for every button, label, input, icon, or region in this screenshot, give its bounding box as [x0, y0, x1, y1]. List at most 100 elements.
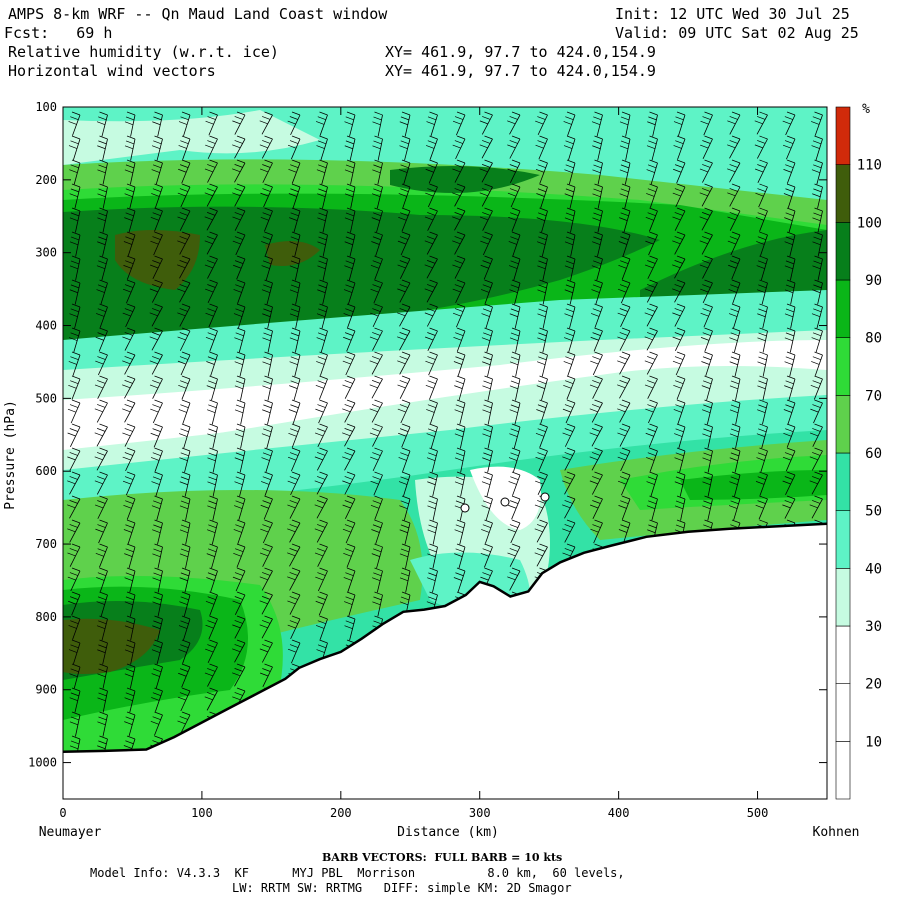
wind-barb-flag	[291, 423, 301, 428]
wind-barb-flag	[535, 480, 544, 485]
wind-barb	[674, 258, 686, 279]
wind-barb-flag	[124, 121, 134, 126]
wind-barb	[540, 186, 548, 209]
wind-barb	[349, 618, 356, 641]
wind-barb-flag	[122, 360, 131, 365]
wind-barb-flag	[484, 183, 493, 188]
wind-barb-flag	[537, 164, 546, 169]
wind-barb-flag	[153, 596, 162, 601]
wind-barb	[179, 258, 191, 279]
wind-barb-flag	[235, 404, 245, 409]
wind-barb-flag	[209, 495, 218, 500]
wind-barb	[734, 450, 741, 473]
wind-barb-flag	[346, 351, 356, 356]
wind-barb	[509, 114, 521, 135]
wind-barb-flag	[674, 164, 684, 168]
wind-barb-flag	[617, 336, 626, 341]
wind-barb-flag	[594, 519, 603, 524]
wind-barb-flag	[94, 480, 103, 485]
wind-barb	[457, 570, 466, 593]
wind-barb-flag	[151, 145, 161, 150]
wind-barb-flag	[784, 500, 793, 504]
wind-barb	[483, 258, 493, 280]
wind-barb	[785, 114, 796, 136]
wind-barb-flag	[262, 361, 271, 366]
wind-barb-flag	[151, 332, 161, 336]
colorbar-swatch	[835, 625, 851, 684]
wind-barb-flag	[784, 140, 794, 144]
wind-barb-flag	[484, 519, 493, 524]
wind-barb	[652, 114, 658, 137]
wind-barb-flag	[619, 356, 628, 360]
wind-barb-flag	[289, 572, 298, 576]
wind-barb-flag	[429, 567, 438, 572]
wind-barb	[677, 402, 686, 424]
wind-barb-flag	[730, 476, 739, 481]
wind-barb-flag	[455, 500, 465, 505]
wind-barb-flag	[704, 351, 713, 356]
wind-barb-flag	[510, 260, 519, 265]
wind-barb-flag	[260, 216, 269, 221]
wind-barb	[649, 450, 658, 472]
wind-barb-flag	[126, 159, 136, 164]
wind-barb-flag	[259, 648, 268, 653]
wind-barb-flag	[590, 504, 599, 509]
wind-barb-flag	[97, 308, 106, 313]
wind-barb-flag	[205, 648, 214, 653]
wind-barb-flag	[649, 231, 658, 236]
wind-barb	[399, 306, 411, 327]
wind-barb-flag	[593, 140, 602, 145]
wind-barb-flag	[67, 408, 77, 413]
wind-barb-flag	[179, 601, 188, 605]
wind-barb-flag	[784, 476, 793, 480]
wind-barb-flag	[483, 356, 492, 361]
wind-barb-flag	[263, 380, 272, 385]
wind-barb-flag	[208, 548, 217, 553]
wind-barb	[69, 522, 81, 543]
wind-barb	[212, 474, 218, 497]
wind-barb	[735, 426, 741, 449]
wind-barb-flag	[618, 505, 627, 509]
wind-barb-flag	[181, 327, 191, 332]
wind-barb	[537, 474, 548, 496]
wind-barb-flag	[369, 384, 378, 389]
wind-barb	[235, 570, 246, 592]
wind-barb	[594, 306, 603, 328]
wind-barb-flag	[344, 145, 353, 150]
wind-barb-flag	[676, 495, 686, 500]
wind-barb-flag	[264, 663, 273, 668]
wind-barb-flag	[262, 452, 272, 457]
wind-barb-flag	[649, 327, 658, 332]
wind-barb-flag	[700, 120, 709, 125]
wind-barb	[564, 450, 576, 471]
wind-barb	[155, 666, 163, 689]
wind-barb-flag	[398, 216, 407, 221]
x-tick-label: 300	[469, 806, 491, 820]
wind-barb-flag	[259, 144, 268, 149]
wind-barb-flag	[538, 332, 547, 337]
wind-barb	[647, 378, 658, 399]
wind-barb	[787, 186, 796, 209]
wind-barb-flag	[344, 169, 354, 174]
y-tick-label: 400	[35, 319, 57, 333]
wind-barb-flag	[232, 624, 241, 629]
wind-barb	[289, 522, 301, 543]
wind-barb-flag	[289, 361, 298, 366]
wind-barb-flag	[99, 399, 108, 404]
wind-barb	[129, 162, 136, 185]
wind-barb	[789, 234, 796, 257]
wind-barb-flag	[511, 327, 521, 332]
wind-barb-flag	[700, 312, 709, 317]
wind-barb-flag	[424, 312, 433, 317]
wind-barb-flag	[814, 111, 823, 116]
wind-barb-flag	[262, 188, 271, 192]
wind-barb	[320, 138, 328, 161]
wind-barb	[210, 354, 218, 377]
wind-barb-flag	[564, 265, 574, 270]
wind-barb	[377, 594, 383, 617]
calm-wind-marker	[500, 497, 510, 507]
wind-barb-flag	[755, 481, 765, 485]
wind-barb	[73, 666, 81, 689]
wind-barb-flag	[124, 697, 133, 702]
wind-barb-flag	[152, 188, 162, 193]
